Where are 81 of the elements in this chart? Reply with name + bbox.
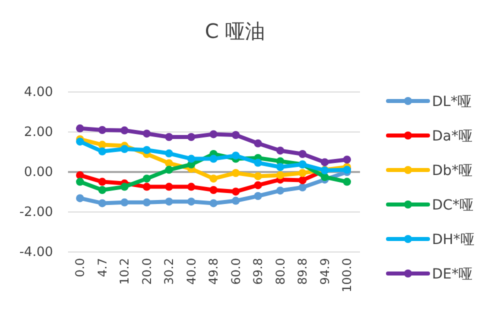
point	[298, 150, 306, 158]
point	[298, 169, 306, 177]
point	[187, 182, 196, 191]
y-tick-label: 2.00	[24, 125, 53, 140]
point	[165, 166, 173, 174]
x-tick-label: 60.0	[228, 258, 243, 285]
point	[343, 156, 351, 164]
point	[187, 198, 196, 206]
y-tick-label: -2.00	[19, 205, 53, 220]
point	[276, 163, 284, 171]
point	[165, 182, 173, 191]
x-tick-label: 20.0	[140, 258, 154, 285]
point	[98, 147, 106, 156]
point	[142, 182, 151, 191]
x-tick-label: 69.8	[251, 258, 266, 285]
y-tick-label: 4.00	[24, 85, 53, 100]
point	[142, 146, 151, 154]
point	[276, 186, 284, 195]
point	[210, 154, 218, 163]
x-tick-label: 30.2	[162, 258, 176, 285]
point	[187, 133, 196, 141]
point	[254, 192, 262, 200]
point	[232, 131, 240, 139]
point	[343, 178, 351, 186]
x-tick-label: 89.8	[296, 258, 310, 285]
point	[120, 198, 128, 206]
point	[165, 133, 173, 141]
point	[98, 199, 106, 208]
legend-label: DL*哑	[432, 94, 472, 110]
point	[98, 178, 106, 186]
point	[298, 176, 306, 184]
legend-label: DC*哑	[432, 197, 474, 214]
point	[120, 145, 128, 153]
point	[76, 194, 84, 202]
point	[142, 174, 151, 183]
point	[98, 126, 106, 134]
legend-label: DE*哑	[432, 266, 473, 282]
point	[254, 172, 262, 180]
point	[210, 174, 218, 183]
y-tick-label: 0.00	[24, 165, 53, 180]
point	[320, 173, 329, 181]
point	[232, 188, 240, 196]
legend-label: DH*哑	[432, 232, 474, 248]
point	[232, 196, 240, 205]
point	[254, 158, 262, 167]
x-tick-label: 100.0	[340, 258, 354, 292]
point	[232, 169, 240, 177]
point	[76, 138, 84, 146]
point	[232, 152, 240, 160]
point	[276, 171, 284, 180]
point	[187, 154, 196, 163]
x-tick-label: 10.2	[118, 258, 132, 285]
point	[142, 198, 151, 206]
point	[120, 126, 128, 134]
point	[254, 181, 262, 190]
x-tick-label: 94.9	[318, 258, 332, 285]
point	[210, 186, 218, 194]
point	[298, 183, 306, 192]
x-tick-label: 4.7	[95, 258, 110, 278]
point	[76, 124, 84, 132]
point	[76, 171, 84, 180]
x-tick-label: 49.8	[206, 258, 221, 285]
point	[76, 178, 84, 186]
point	[254, 139, 262, 148]
point	[165, 149, 173, 158]
x-tick-label: 80.0	[273, 258, 288, 285]
legend-label: Db*哑	[432, 162, 473, 179]
x-tick-label: 40.0	[184, 258, 198, 285]
point	[98, 186, 106, 194]
point	[210, 199, 218, 208]
point	[165, 198, 173, 206]
point	[120, 182, 128, 191]
chart-title: C 哑油	[204, 19, 266, 43]
point	[142, 130, 151, 138]
x-tick-label: 0.0	[73, 258, 88, 278]
y-tick-label: -4.00	[19, 245, 53, 260]
point	[210, 130, 218, 138]
point	[320, 158, 329, 166]
legend-label: Da*哑	[432, 128, 472, 144]
point	[276, 146, 284, 155]
point	[165, 159, 173, 168]
